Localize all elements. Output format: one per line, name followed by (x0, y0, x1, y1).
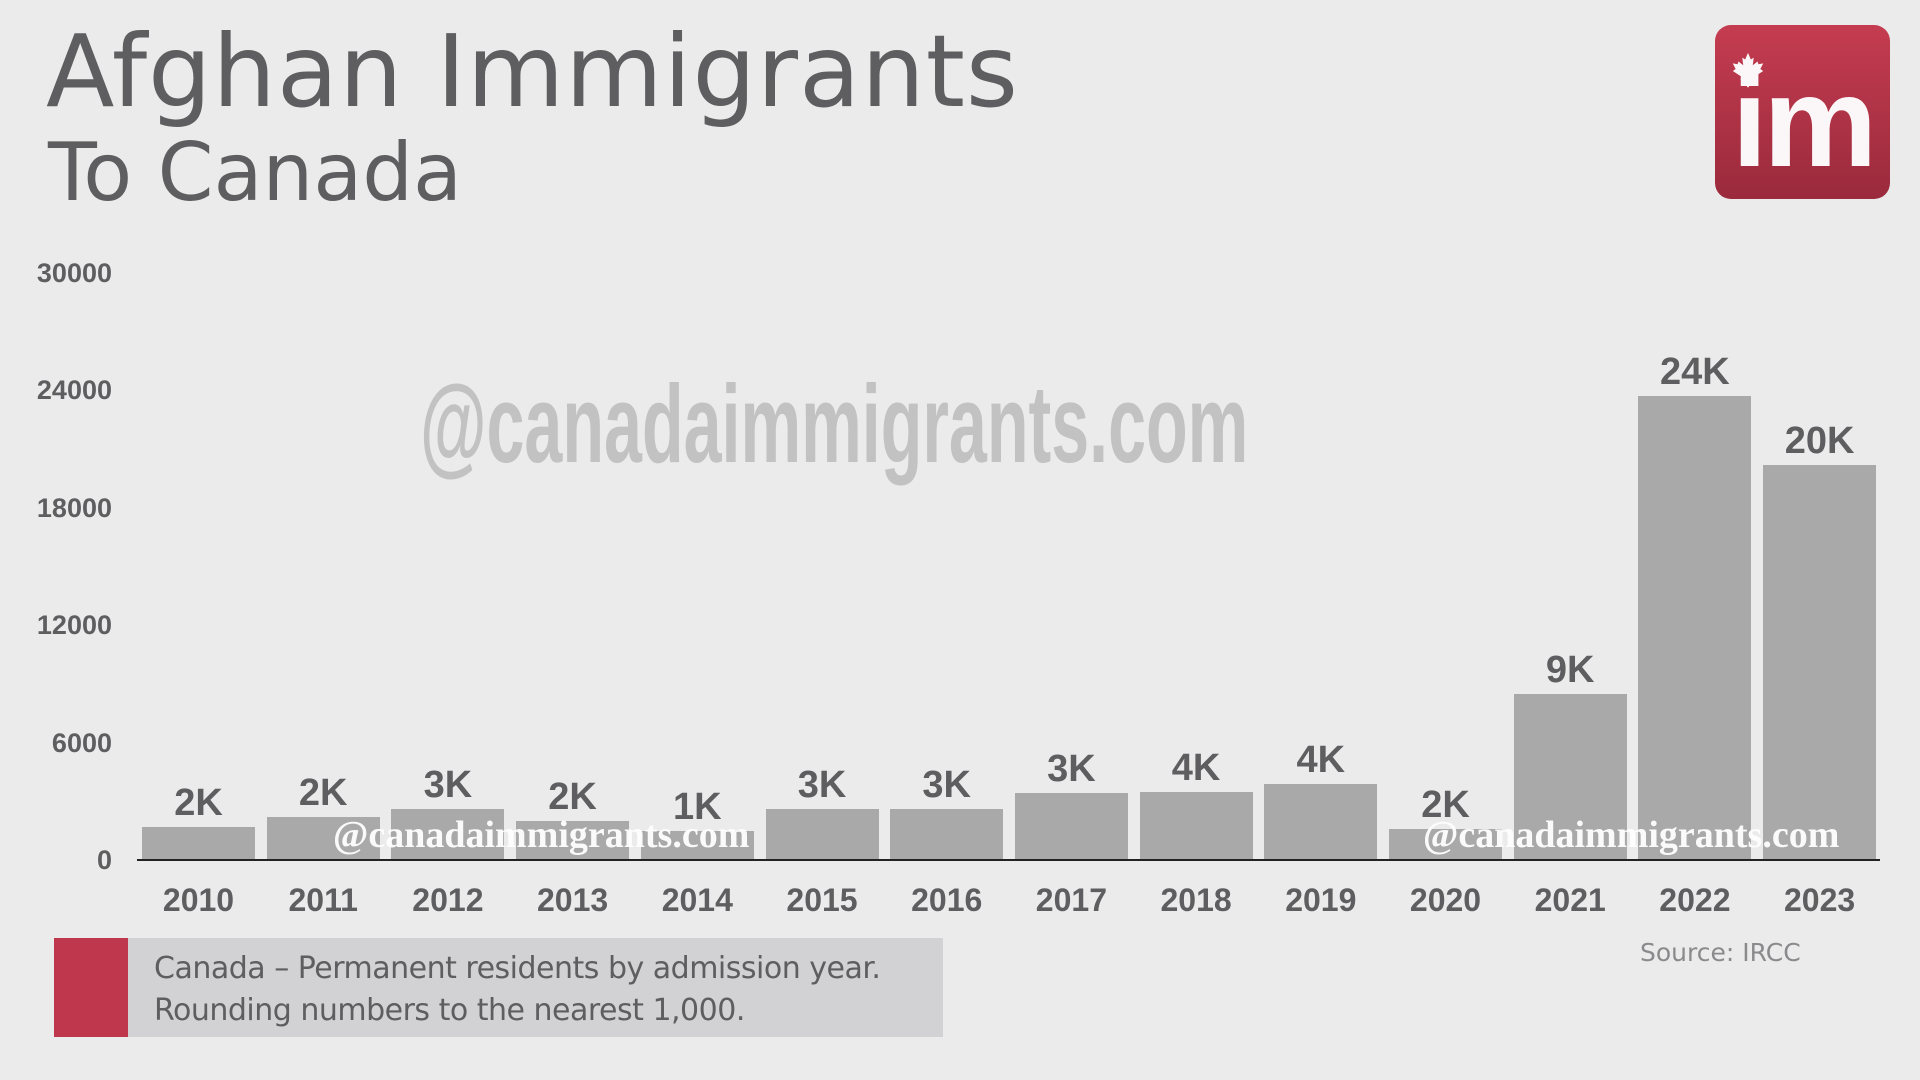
bar-value-label: 2K (1421, 783, 1470, 826)
x-tick-label: 2010 (162, 882, 235, 918)
legend-line-2: Rounding numbers to the nearest 1,000. (154, 993, 745, 1028)
y-tick-label: 12000 (36, 610, 112, 641)
legend-swatch (54, 938, 128, 1037)
bar-value-label: 3K (423, 764, 473, 807)
bar-2017 (1014, 793, 1128, 860)
bar-2018 (1139, 791, 1253, 860)
y-tick-label: 18000 (36, 492, 112, 523)
x-tick-label: 2022 (1659, 882, 1731, 918)
bar-2013 (516, 820, 630, 860)
bar-value-label: 2K (548, 775, 597, 818)
bar-2012 (391, 809, 505, 860)
logo-text: im (1731, 51, 1877, 194)
bar-2020 (1389, 828, 1502, 860)
bar-value-label: 24K (1660, 351, 1730, 394)
bar-2016 (890, 809, 1004, 860)
watermark-center: @canadaimmigrants.com (420, 363, 1249, 486)
maple-leaf-icon (1732, 52, 1764, 88)
legend-line-1: Canada – Permanent residents by admissio… (154, 951, 881, 986)
bar-value-label: 1K (673, 785, 722, 828)
legend-text: Canada – Permanent residents by admissio… (154, 948, 881, 1032)
x-tick-label: 2019 (1285, 882, 1357, 918)
bar-2021 (1513, 693, 1627, 860)
bar-2010 (142, 826, 255, 860)
bar-2011 (266, 816, 380, 860)
chart-title: Afghan Immigrants (46, 13, 1020, 130)
source-note: Source: IRCC (1640, 938, 1801, 967)
brand-logo: im (1715, 25, 1890, 199)
bar-value-label: 20K (1784, 419, 1855, 462)
watermark-bottom-right: @canadaimmigrants.com (1423, 814, 1840, 856)
bar-value-label: 3K (797, 764, 847, 807)
x-tick-label: 2016 (911, 882, 983, 918)
watermark-bottom-left: @canadaimmigrants.com (333, 814, 750, 856)
bar-value-label: 4K (1171, 746, 1221, 789)
x-tick-label: 2023 (1784, 882, 1856, 918)
bar-value-label: 3K (922, 764, 971, 807)
legend-box: Canada – Permanent residents by admissio… (54, 938, 943, 1037)
bar-value-label: 2K (298, 771, 348, 814)
bar-2022 (1638, 396, 1752, 860)
bar-value-label: 3K (1047, 748, 1096, 791)
x-tick-label: 2017 (1035, 882, 1107, 918)
x-tick-label: 2021 (1534, 882, 1606, 918)
bar-2015 (765, 809, 879, 860)
bar-value-label: 2K (174, 781, 223, 824)
bar-2014 (640, 830, 754, 860)
y-tick-label: 24000 (36, 375, 112, 406)
y-tick-label: 30000 (36, 258, 112, 288)
x-tick-label: 2015 (786, 882, 858, 918)
bar-value-label: 4K (1296, 738, 1346, 781)
chart-subtitle: To Canada (48, 126, 463, 219)
bar-2023 (1763, 464, 1877, 860)
x-tick-label: 2018 (1160, 882, 1232, 918)
x-tick-label: 2013 (537, 882, 609, 918)
x-tick-label: 2011 (288, 882, 358, 918)
x-tick-label: 2014 (661, 882, 733, 918)
y-tick-label: 0 (96, 845, 112, 875)
x-tick-label: 2012 (412, 882, 484, 918)
x-axis-line (137, 859, 1880, 861)
bar-2019 (1264, 783, 1378, 860)
y-tick-label: 6000 (51, 727, 112, 758)
bar-value-label: 9K (1545, 648, 1595, 691)
x-tick-label: 2020 (1409, 882, 1482, 918)
